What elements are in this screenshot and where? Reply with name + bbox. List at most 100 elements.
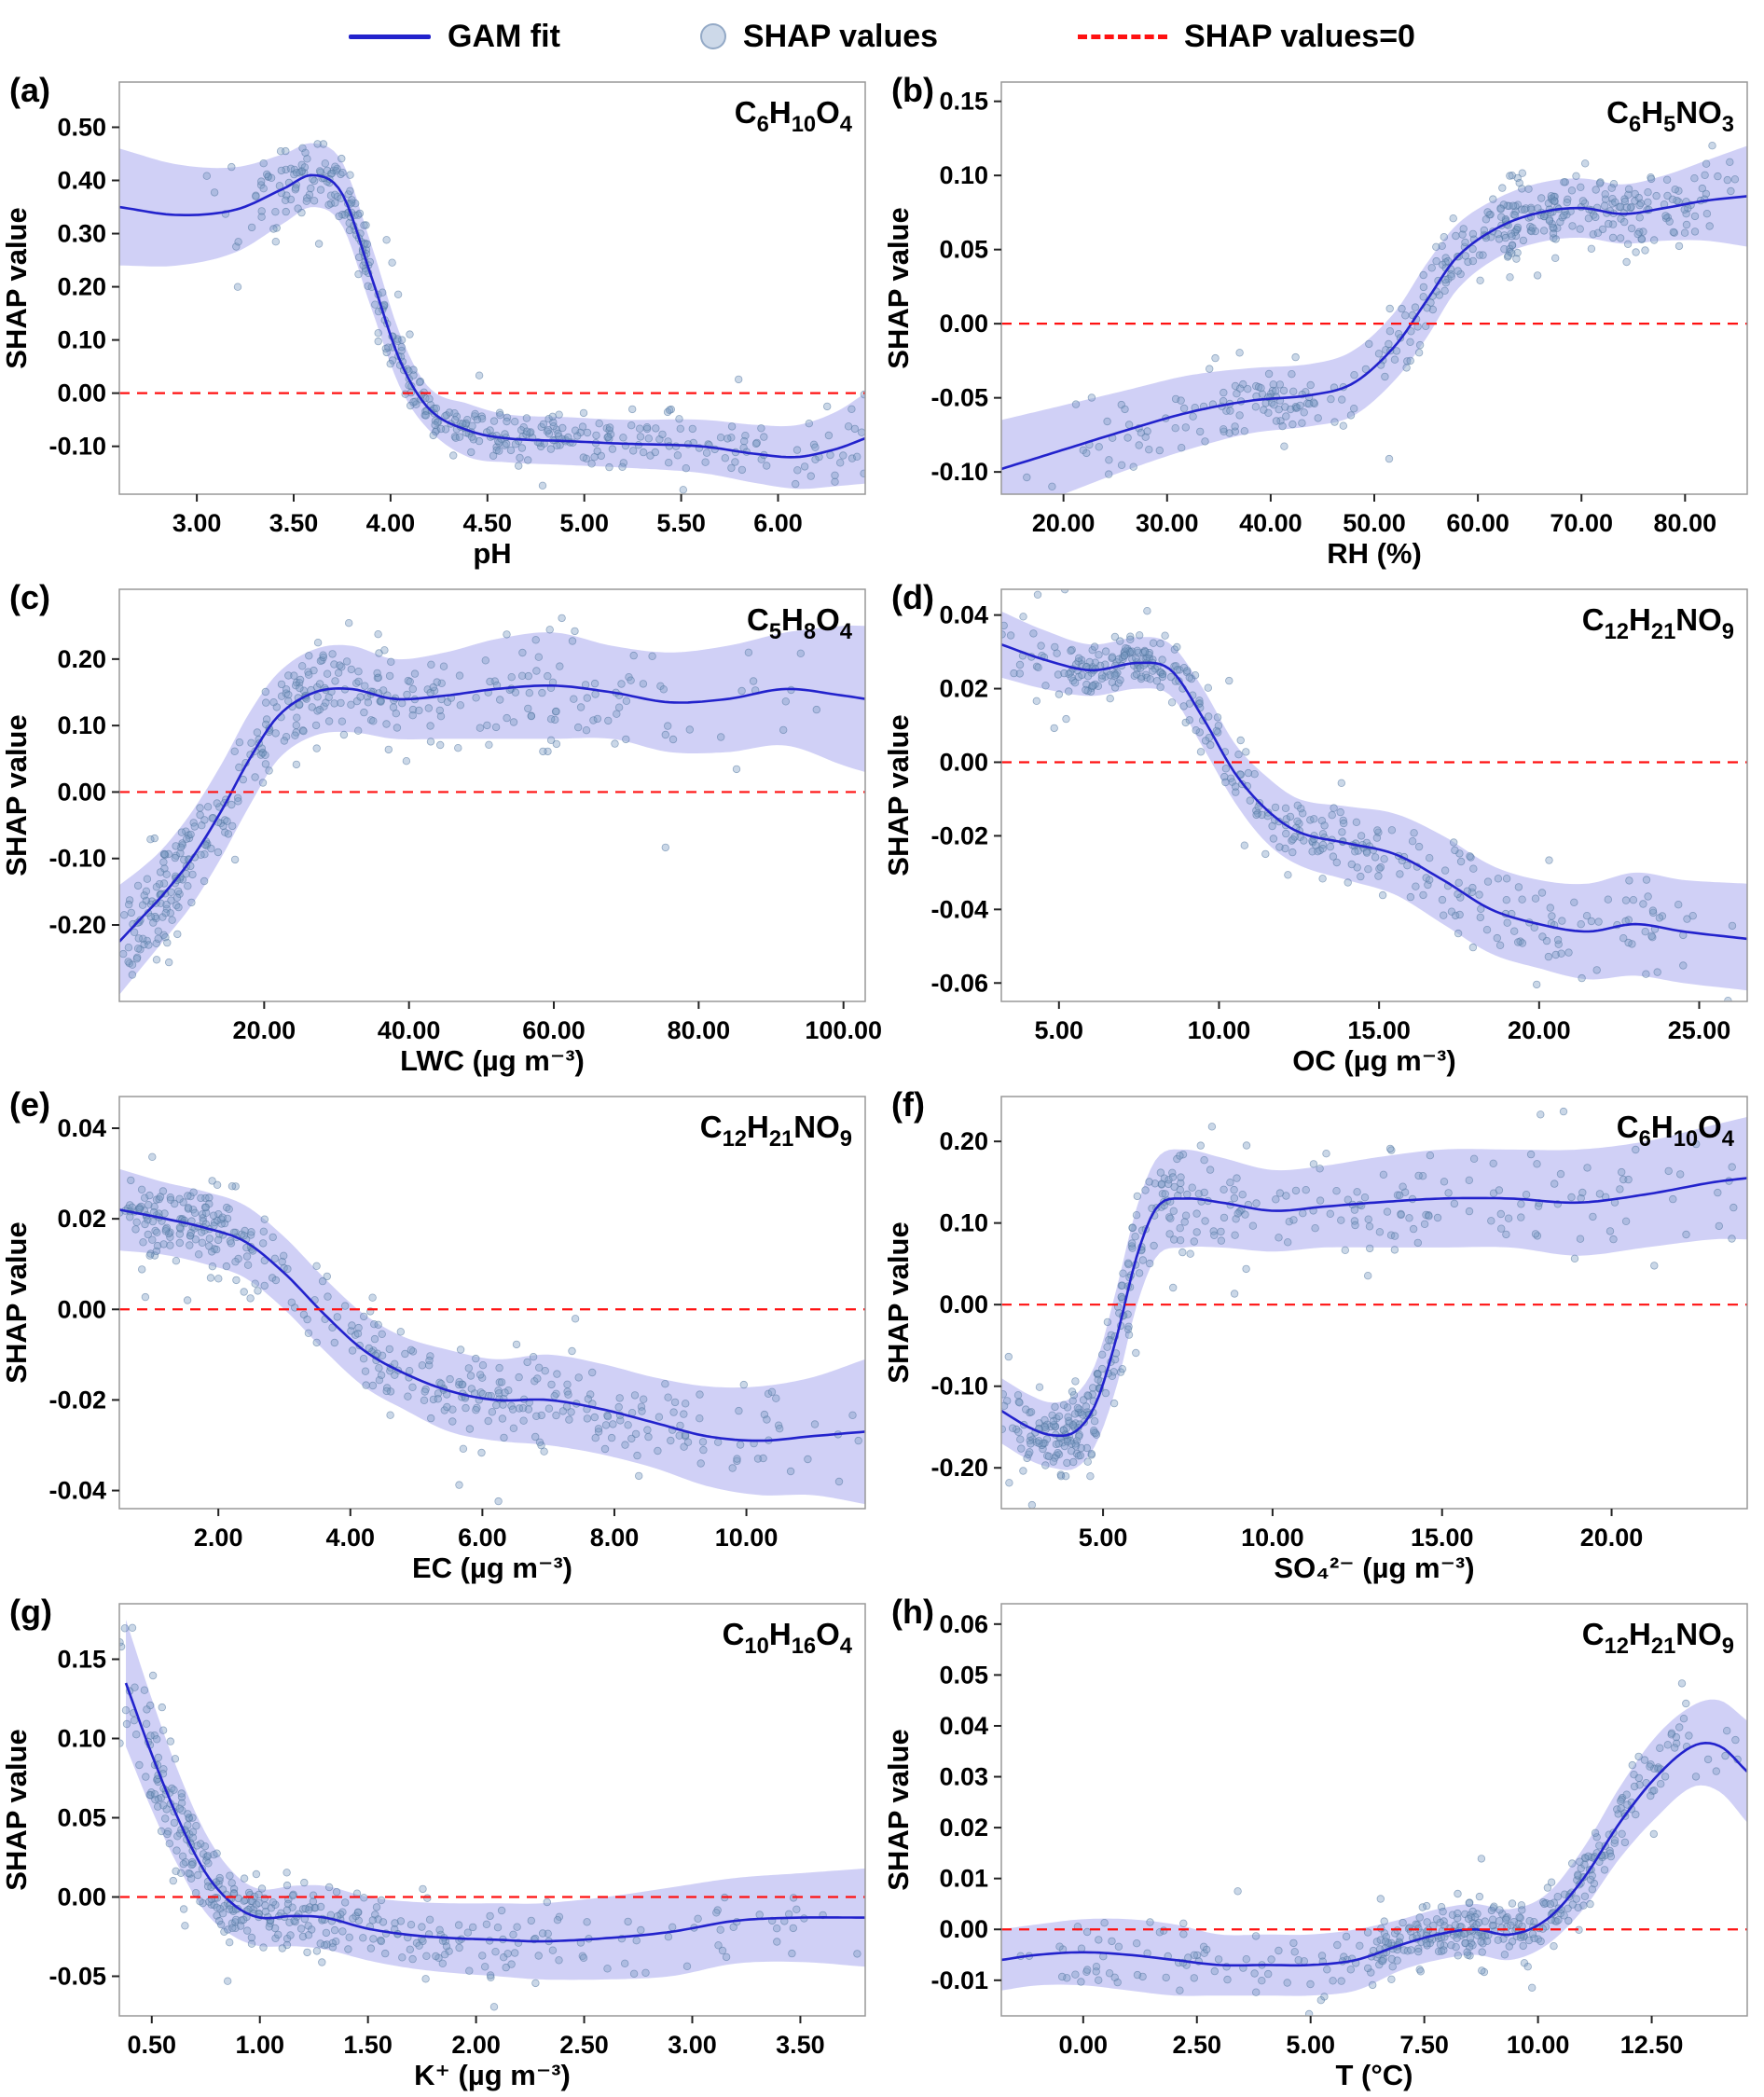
svg-text:6.00: 6.00 — [458, 1524, 507, 1552]
confidence-band — [119, 1168, 865, 1505]
svg-text:-0.10: -0.10 — [930, 1373, 988, 1400]
svg-text:3.50: 3.50 — [776, 2031, 825, 2059]
svg-text:0.20: 0.20 — [57, 645, 106, 673]
svg-text:-0.04: -0.04 — [930, 895, 988, 923]
panel-title: C6H10O4 — [1617, 1110, 1735, 1152]
svg-text:0.04: 0.04 — [939, 1712, 988, 1740]
shap-scatter-points — [119, 1152, 862, 1506]
plot-frame — [118, 1096, 866, 1510]
gam-fit-line — [119, 1208, 865, 1442]
shap-scatter-points — [1023, 141, 1740, 490]
svg-text:-0.10: -0.10 — [930, 458, 988, 486]
svg-text:0.00: 0.00 — [939, 1915, 988, 1943]
svg-text:-0.06: -0.06 — [930, 969, 988, 997]
svg-text:5.00: 5.00 — [1286, 2031, 1335, 2059]
panel-label-a: (a) — [9, 71, 50, 109]
svg-text:20.00: 20.00 — [1508, 1016, 1571, 1044]
panel-title: C6H10O4 — [735, 95, 853, 137]
svg-text:60.00: 60.00 — [522, 1016, 586, 1044]
svg-text:80.00: 80.00 — [668, 1016, 731, 1044]
svg-text:0.10: 0.10 — [939, 161, 988, 189]
svg-text:0.02: 0.02 — [57, 1205, 106, 1233]
svg-text:0.10: 0.10 — [57, 711, 106, 739]
panel-title: C5H8O4 — [747, 602, 853, 644]
gam-fit-line — [1001, 1177, 1747, 1438]
shap-scatter-points — [119, 614, 820, 979]
svg-text:2.50: 2.50 — [559, 2031, 609, 2059]
shap-dot-swatch-icon — [699, 23, 726, 49]
chart-e: 2.00 4.00 6.00 8.00 10.00 -0.04 -0.02 0.00 0.02 0… — [0, 1096, 866, 1584]
svg-text:2.00: 2.00 — [451, 2031, 501, 2059]
gam-fit-line — [1001, 195, 1747, 471]
figure-legend: GAM fit SHAP values SHAP values=0 — [0, 0, 1764, 67]
y-axis-label: SHAP value — [882, 714, 915, 876]
svg-text:2.50: 2.50 — [1172, 2031, 1221, 2059]
legend-shap-values: SHAP values — [699, 19, 938, 55]
chart-a: 3.00 3.50 4.00 4.50 5.00 5.50 6.00 -0.10 0.00 0.1… — [0, 81, 866, 570]
x-axis-label: OC (µg m⁻³) — [1292, 1044, 1455, 1077]
svg-text:40.00: 40.00 — [1239, 509, 1302, 537]
svg-text:0.15: 0.15 — [939, 88, 988, 116]
svg-text:0.05: 0.05 — [939, 236, 988, 264]
svg-text:12.50: 12.50 — [1620, 2031, 1684, 2059]
svg-text:5.00: 5.00 — [1035, 1016, 1084, 1044]
svg-text:100.00: 100.00 — [805, 1016, 882, 1044]
svg-text:15.00: 15.00 — [1347, 1016, 1411, 1044]
chart-h: 0.00 2.50 5.00 7.50 10.00 12.50 -0.01 0.00 0.01 0… — [882, 1603, 1748, 2091]
svg-text:0.05: 0.05 — [939, 1661, 988, 1689]
svg-text:10.00: 10.00 — [1241, 1524, 1304, 1552]
svg-text:-0.05: -0.05 — [930, 384, 988, 412]
svg-text:-0.05: -0.05 — [48, 1963, 106, 1991]
x-axis-label: pH — [473, 537, 511, 570]
svg-text:3.00: 3.00 — [668, 2031, 717, 2059]
legend-shap-zero: SHAP values=0 — [1078, 19, 1415, 55]
svg-text:0.05: 0.05 — [57, 1804, 106, 1832]
panel-label-b: (b) — [891, 71, 934, 109]
svg-text:0.04: 0.04 — [939, 601, 988, 629]
svg-text:30.00: 30.00 — [1136, 509, 1199, 537]
svg-text:50.00: 50.00 — [1343, 509, 1406, 537]
chart-b: 20.00 30.00 40.00 50.00 60.00 70.00 80.00 -0.10… — [882, 81, 1748, 570]
panel-title: C6H5NO3 — [1606, 95, 1734, 137]
svg-text:80.00: 80.00 — [1654, 509, 1717, 537]
svg-text:4.50: 4.50 — [463, 509, 513, 537]
y-axis-label: SHAP value — [0, 207, 33, 368]
gam-fit-line — [1001, 642, 1747, 941]
svg-text:-0.10: -0.10 — [48, 845, 106, 873]
panel-grid: (a) 3.00 3.50 4.00 4.50 5.00 5.50 6.00 -0.10 0.0… — [0, 67, 1764, 2096]
svg-text:1.50: 1.50 — [343, 2031, 393, 2059]
svg-text:0.10: 0.10 — [939, 1209, 988, 1237]
plot-frame — [1000, 1096, 1748, 1510]
svg-text:0.01: 0.01 — [939, 1865, 988, 1893]
svg-text:0.30: 0.30 — [57, 220, 106, 248]
legend-gam-fit: GAM fit — [349, 19, 560, 55]
svg-text:0.10: 0.10 — [57, 326, 106, 354]
svg-text:-0.10: -0.10 — [48, 433, 106, 461]
plot-frame — [1000, 1603, 1748, 2017]
x-axis-label: T (°C) — [1336, 2059, 1413, 2091]
svg-text:0.40: 0.40 — [57, 167, 106, 195]
panel-title: C10H16O4 — [723, 1617, 853, 1659]
panel-label-d: (d) — [891, 578, 934, 616]
y-axis-label: SHAP value — [0, 1221, 33, 1383]
y-axis-label: SHAP value — [0, 714, 33, 876]
svg-text:0.00: 0.00 — [939, 748, 988, 776]
svg-text:20.00: 20.00 — [233, 1016, 296, 1044]
plot-frame — [1000, 588, 1748, 1002]
shap-scatter-points — [1001, 589, 1737, 1001]
confidence-band — [119, 625, 865, 995]
chart-d: 5.00 10.00 15.00 20.00 25.00 -0.06 -0.04 -0.02 0… — [882, 588, 1748, 1077]
y-axis-label: SHAP value — [882, 1729, 915, 1890]
svg-text:25.00: 25.00 — [1668, 1016, 1731, 1044]
x-axis-label: EC (µg m⁻³) — [412, 1552, 572, 1584]
gam-line-swatch-icon — [349, 34, 432, 39]
confidence-band — [126, 1620, 865, 1980]
legend-gam-label: GAM fit — [448, 18, 560, 54]
svg-text:-0.04: -0.04 — [48, 1477, 106, 1505]
panel-label-h: (h) — [891, 1593, 934, 1631]
panel-a: (a) 3.00 3.50 4.00 4.50 5.00 5.50 6.00 -0.10 0.0… — [0, 67, 882, 574]
panel-label-e: (e) — [9, 1085, 50, 1124]
x-axis-label: SO₄²⁻ (µg m⁻³) — [1274, 1552, 1474, 1584]
y-axis-label: SHAP value — [882, 1221, 915, 1383]
svg-text:8.00: 8.00 — [590, 1524, 640, 1552]
